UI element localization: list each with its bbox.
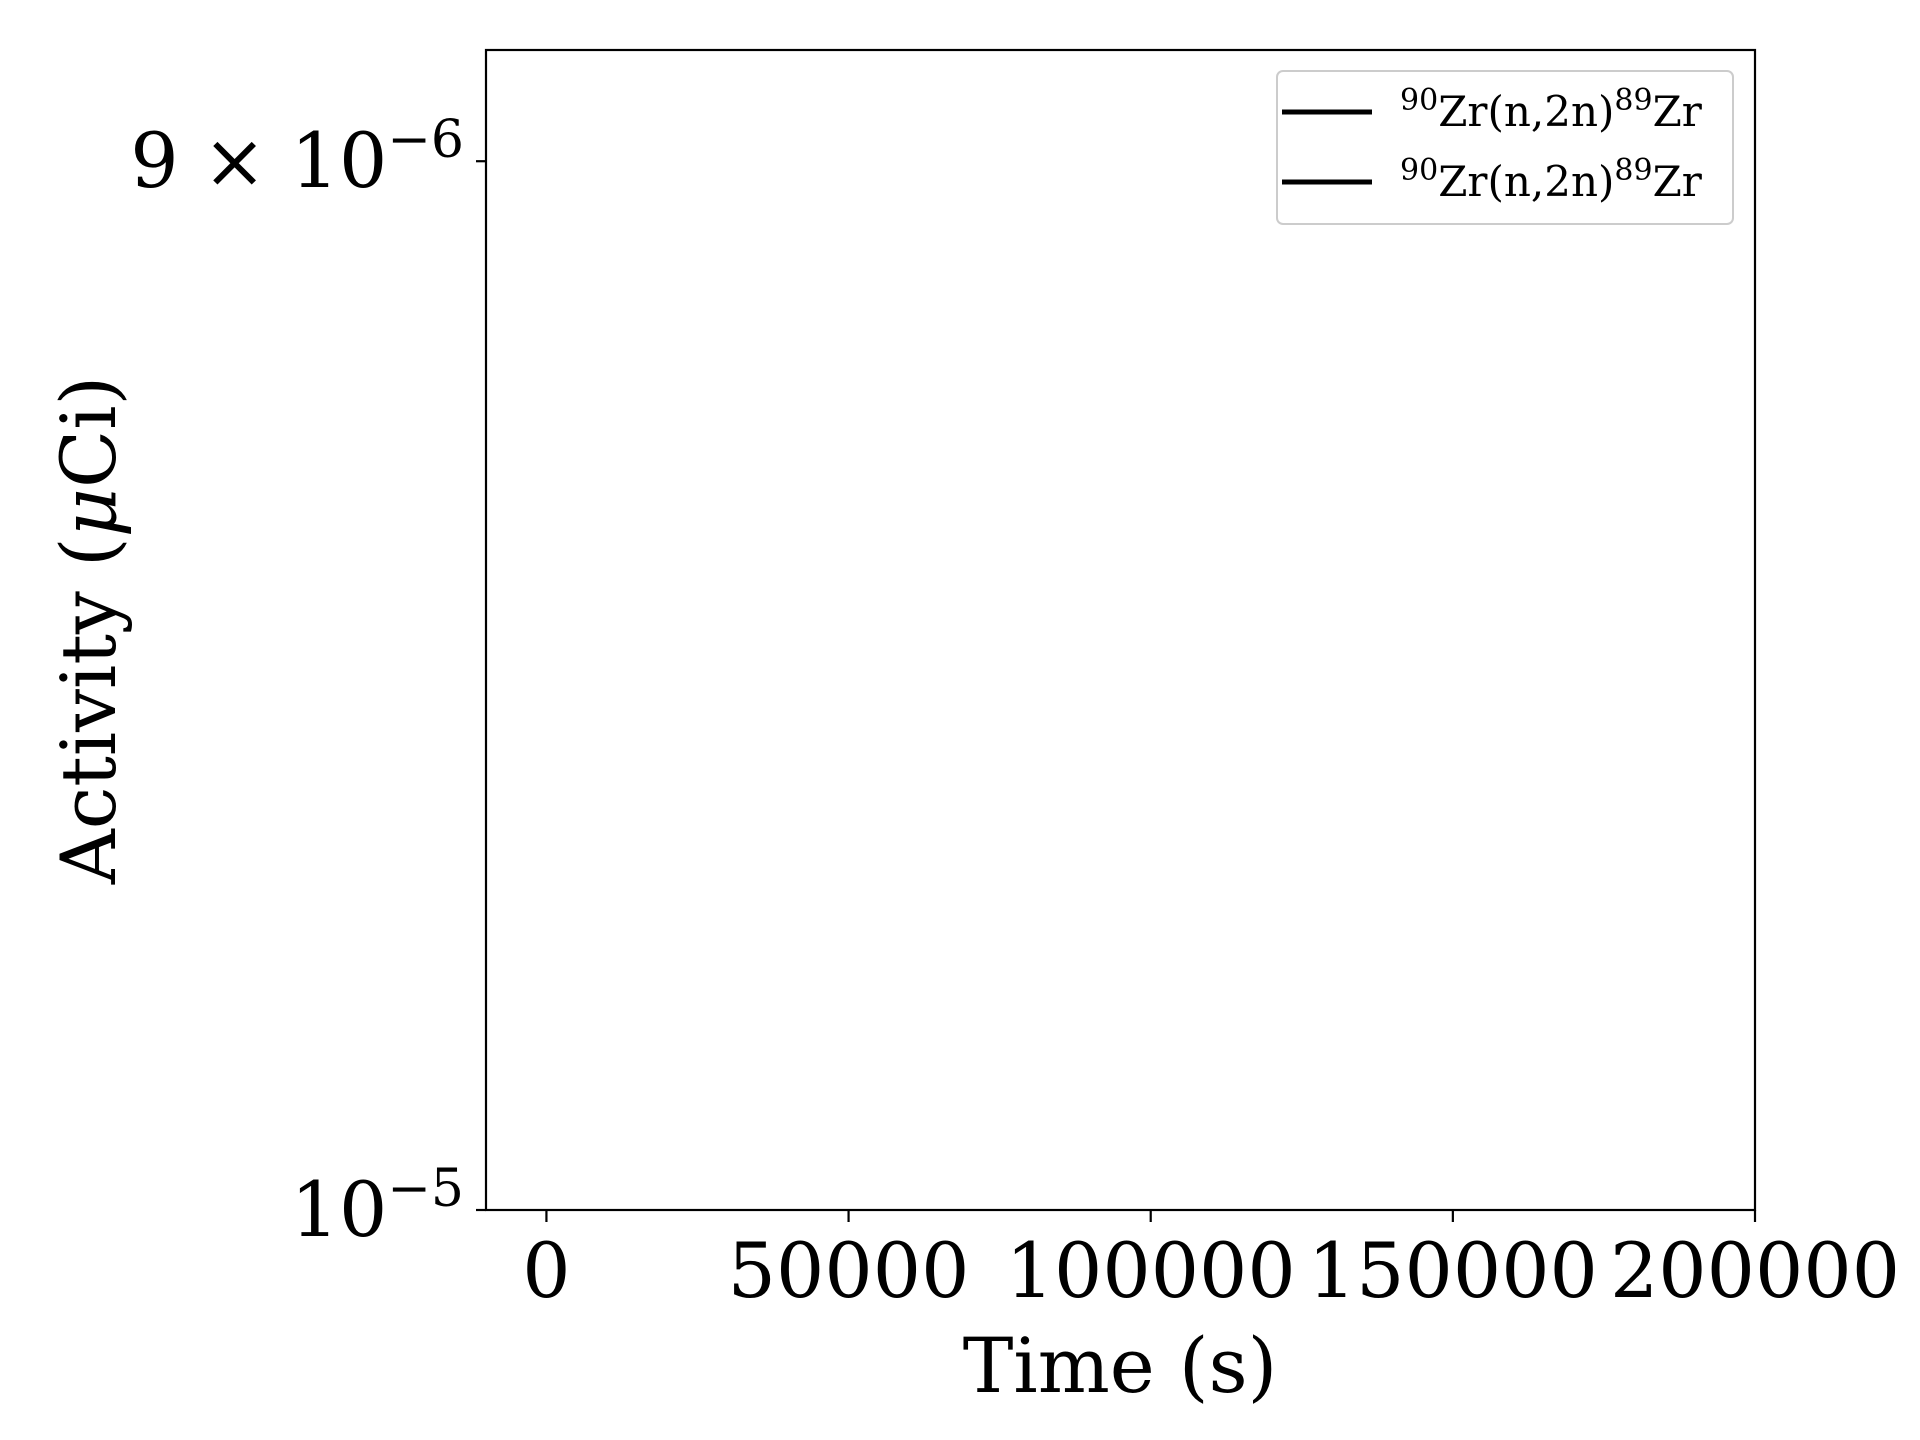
legend-label: 90Zr(n,2n)89Zr: [1400, 153, 1703, 206]
x-tick-label: 200000: [1610, 1226, 1900, 1315]
x-axis-ticks: 0 50000 100000 150000 200000: [522, 1210, 1900, 1315]
x-tick-label: 100000: [1006, 1226, 1296, 1315]
y-axis-ticks: 9 × 10−6 10−5: [130, 110, 486, 1254]
legend: 90Zr(n,2n)89Zr 90Zr(n,2n)89Zr: [1276, 70, 1734, 225]
legend-label: 90Zr(n,2n)89Zr: [1400, 83, 1703, 136]
y-axis-label: Activity (μCi): [44, 376, 133, 885]
legend-entries: 90Zr(n,2n)89Zr 90Zr(n,2n)89Zr: [1282, 83, 1703, 206]
y-tick-label: 9 × 10−6: [130, 110, 464, 205]
plot-frame: [484, 48, 1757, 1212]
legend-box: [1276, 70, 1734, 225]
plot-area: [486, 50, 1755, 1210]
y-axis-label-end: Ci): [44, 376, 133, 488]
y-tick-label: 10−5: [291, 1159, 464, 1254]
y-axis-label-mu: μ: [44, 488, 133, 537]
x-tick-label: 50000: [728, 1226, 970, 1315]
x-tick-label: 0: [522, 1226, 570, 1315]
y-axis-label-start: Activity (: [44, 537, 133, 885]
x-tick-label: 150000: [1308, 1226, 1598, 1315]
x-axis-label: Time (s): [963, 1321, 1278, 1410]
